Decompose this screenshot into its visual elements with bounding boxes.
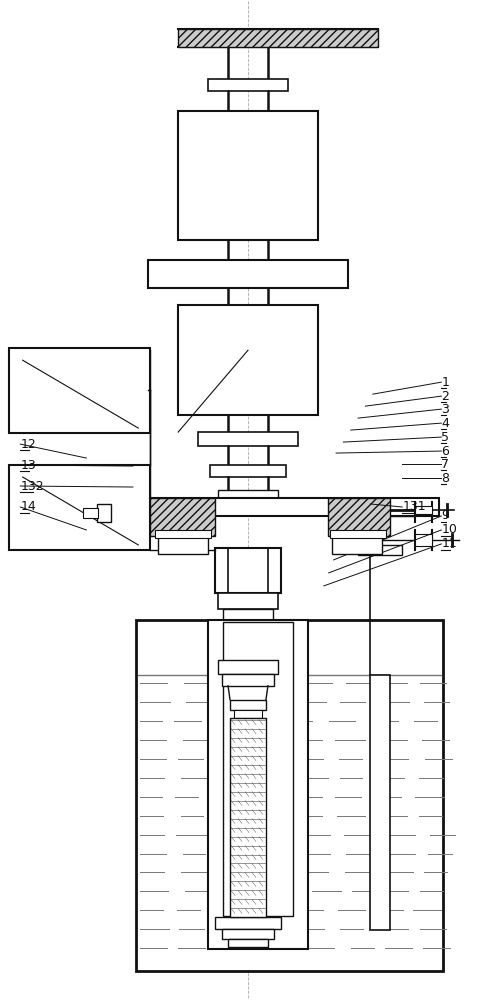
Bar — [97, 504, 111, 522]
Bar — [370, 675, 389, 930]
Bar — [9, 348, 150, 433]
Bar — [228, 939, 268, 947]
Text: 7: 7 — [441, 458, 449, 471]
Bar — [148, 260, 348, 288]
Bar — [414, 506, 433, 514]
Text: 8: 8 — [441, 472, 449, 485]
Bar — [328, 498, 389, 536]
Text: 10: 10 — [441, 523, 457, 536]
Bar — [236, 648, 260, 660]
Bar — [150, 498, 215, 536]
Text: 4: 4 — [441, 417, 449, 430]
Bar — [158, 536, 208, 554]
Bar — [178, 29, 378, 47]
Bar — [230, 718, 266, 917]
Bar — [218, 490, 278, 500]
Bar — [223, 609, 273, 623]
Text: 5: 5 — [441, 431, 449, 444]
Bar — [178, 305, 318, 415]
Bar — [198, 432, 298, 446]
Bar — [218, 660, 278, 674]
Text: 131: 131 — [402, 500, 426, 513]
Bar — [223, 622, 293, 916]
Bar — [215, 917, 281, 929]
Bar — [208, 79, 288, 91]
Bar — [215, 548, 281, 593]
Bar — [136, 620, 443, 971]
Bar — [222, 674, 274, 686]
Bar — [332, 536, 382, 554]
Bar — [155, 530, 211, 538]
Bar — [222, 929, 274, 939]
Text: 3: 3 — [441, 403, 449, 416]
Text: 13: 13 — [20, 459, 36, 472]
Bar — [234, 710, 262, 718]
Bar — [178, 111, 318, 240]
Text: 132: 132 — [20, 480, 44, 493]
Text: 9: 9 — [441, 509, 449, 522]
Text: 2: 2 — [441, 390, 449, 403]
Text: 6: 6 — [441, 445, 449, 458]
Bar — [230, 700, 266, 710]
Bar — [218, 593, 278, 609]
Bar — [148, 498, 439, 516]
Text: 11: 11 — [441, 537, 457, 550]
Bar — [357, 545, 402, 555]
Text: 1: 1 — [441, 376, 449, 389]
Bar — [330, 530, 385, 538]
Bar — [208, 620, 308, 949]
Bar — [414, 534, 433, 546]
Text: 14: 14 — [20, 500, 36, 513]
Bar — [210, 465, 286, 477]
Bar — [83, 508, 98, 518]
Bar — [9, 465, 150, 550]
Text: 12: 12 — [20, 438, 36, 451]
